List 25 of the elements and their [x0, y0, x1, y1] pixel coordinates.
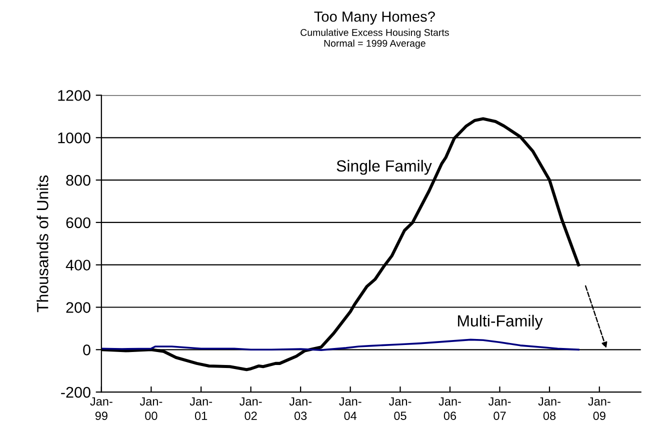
x-tick-label: Jan- 00 [140, 397, 162, 420]
x-tick-label: Jan- 06 [438, 397, 461, 420]
annotation: Multi-Family [458, 314, 543, 330]
y-tick-label: 800 [66, 174, 90, 186]
line-series [101, 338, 580, 351]
chart-title: Too Many Homes? [314, 11, 435, 25]
y-tick-label: 1200 [58, 90, 90, 101]
y-tick-label: 1000 [58, 132, 90, 144]
x-tick-label: Jan- 04 [339, 397, 362, 420]
x-tick-label: Jan- 05 [388, 397, 412, 420]
chart-subtitle: Cumulative Excess Housing Starts Normal = 1999 Average [300, 28, 449, 49]
y-tick-label: 400 [66, 260, 90, 271]
y-tick-label: -200 [61, 386, 90, 398]
x-tick-label: Jan- 07 [488, 397, 511, 420]
x-tick-label: Jan- 08 [538, 397, 560, 420]
y-axis-title: Thousands of Units [36, 175, 48, 312]
x-tick-label: Jan- 01 [190, 397, 212, 420]
y-tick-label: 200 [66, 302, 90, 313]
x-tick-label: Jan- 99 [90, 397, 112, 420]
y-tick-label: 600 [66, 217, 90, 228]
x-tick-label: Jan- 09 [588, 397, 610, 420]
x-tick-label: Jan- 03 [289, 397, 312, 420]
y-tick-label: 0 [83, 344, 90, 356]
x-tick-label: Jan- 02 [240, 397, 262, 420]
annotation: Single Family [336, 160, 432, 175]
